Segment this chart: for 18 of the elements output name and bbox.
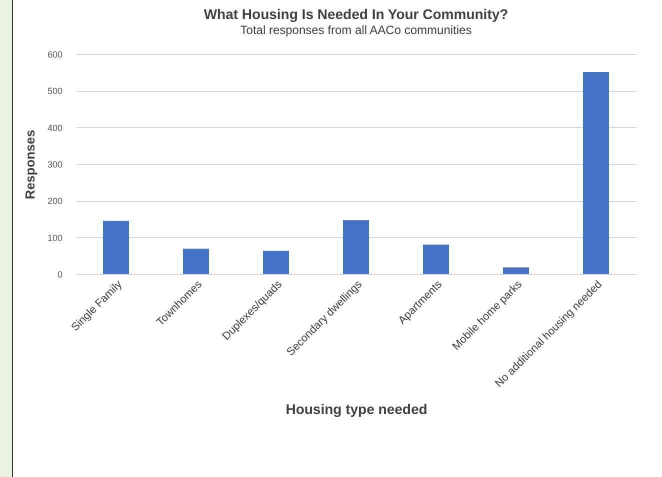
y-tick-label: 300: [47, 160, 62, 170]
y-tick-label: 600: [47, 50, 62, 60]
bar: [423, 244, 449, 274]
bar: [503, 267, 529, 274]
y-tick-label: 200: [47, 196, 62, 206]
chart-subtitle: Total responses from all AACo communities: [240, 23, 472, 37]
y-tick-label: 400: [47, 122, 62, 133]
bar: [263, 250, 289, 274]
bar: [583, 72, 609, 274]
y-tick-label: 100: [47, 232, 62, 243]
chart-title: What Housing Is Needed In Your Community?: [204, 6, 508, 22]
bar: [103, 220, 129, 274]
y-axis-title: Responses: [22, 130, 38, 200]
bar: [343, 220, 369, 274]
bar: [183, 248, 209, 274]
y-tick-label: 0: [57, 270, 62, 280]
y-tick-label: 500: [47, 86, 62, 96]
x-axis-title: Housing type needed: [286, 401, 428, 418]
